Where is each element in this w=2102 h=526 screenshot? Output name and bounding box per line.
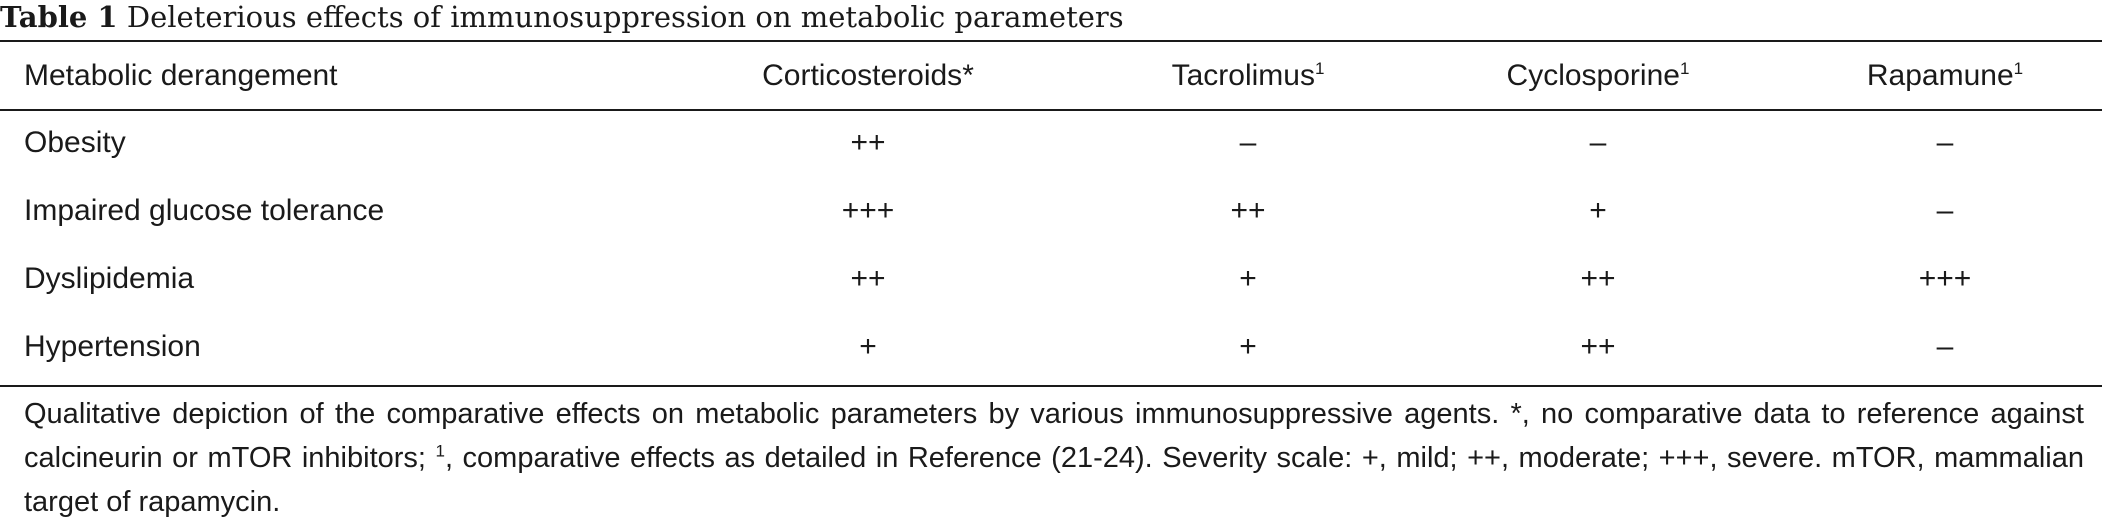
row-label-obesity: Obesity (24, 126, 126, 159)
table-row: Dyslipidemia ++ + ++ +++ (0, 245, 2102, 313)
cell-tacrolimus: + (1239, 330, 1257, 363)
table-bottom-rule (0, 385, 2102, 387)
table-header-rule (0, 109, 2102, 111)
metabolic-effects-table: Metabolic derangement Corticosteroids* T… (0, 42, 2102, 381)
table-caption: Table 1 Deleterious effects of immunosup… (0, 0, 1124, 40)
row-label-hypertension: Hypertension (24, 330, 201, 363)
table-footnote: Qualitative depiction of the comparative… (24, 392, 2084, 524)
cell-rapamune: – (1936, 126, 1954, 159)
cell-cyclosporine: – (1589, 126, 1607, 159)
cell-cyclosporine: + (1589, 194, 1607, 227)
cell-tacrolimus: ++ (1230, 194, 1266, 227)
table-row: Obesity ++ – – – (0, 109, 2102, 177)
cell-rapamune: – (1936, 330, 1954, 363)
header-metabolic-derangement: Metabolic derangement (24, 58, 338, 92)
footnote-mark-1: 1 (2013, 58, 2024, 78)
table-top-rule (0, 40, 2102, 42)
cell-corticosteroids: + (859, 330, 877, 363)
header-corticosteroids: Corticosteroids* (762, 58, 974, 92)
footnote-mark-1: 1 (1679, 58, 1690, 78)
cell-corticosteroids: ++ (850, 126, 886, 159)
header-tacrolimus: Tacrolimus1 (1171, 58, 1325, 92)
header-rapamune: Rapamune1 (1866, 58, 2024, 92)
footnote-mark-1: 1 (435, 441, 445, 461)
cell-rapamune: – (1936, 194, 1954, 227)
table-caption-label: Table 1 (0, 0, 118, 34)
cell-corticosteroids: ++ (850, 262, 886, 295)
footnote-mark-asterisk: * (962, 58, 974, 92)
footnote-mark-1: 1 (1314, 58, 1325, 78)
table-row: Hypertension + + ++ – (0, 313, 2102, 381)
cell-rapamune: +++ (1918, 262, 1972, 295)
cell-corticosteroids: +++ (841, 194, 895, 227)
cell-cyclosporine: ++ (1580, 330, 1616, 363)
cell-cyclosporine: ++ (1580, 262, 1616, 295)
cell-tacrolimus: + (1239, 262, 1257, 295)
cell-tacrolimus: – (1239, 126, 1257, 159)
row-label-dyslipidemia: Dyslipidemia (24, 262, 195, 295)
row-label-impaired-glucose-tolerance: Impaired glucose tolerance (24, 194, 385, 227)
header-cyclosporine: Cyclosporine1 (1506, 58, 1690, 92)
table-row: Impaired glucose tolerance +++ ++ + – (0, 177, 2102, 245)
table-caption-title: Deleterious effects of immunosuppression… (126, 0, 1124, 34)
table-header-row: Metabolic derangement Corticosteroids* T… (0, 42, 2102, 109)
footnote-text-part1: Qualitative depiction of the comparative… (24, 398, 2084, 474)
footnote-text-part2: , comparative effects as detailed in Ref… (24, 442, 2084, 518)
